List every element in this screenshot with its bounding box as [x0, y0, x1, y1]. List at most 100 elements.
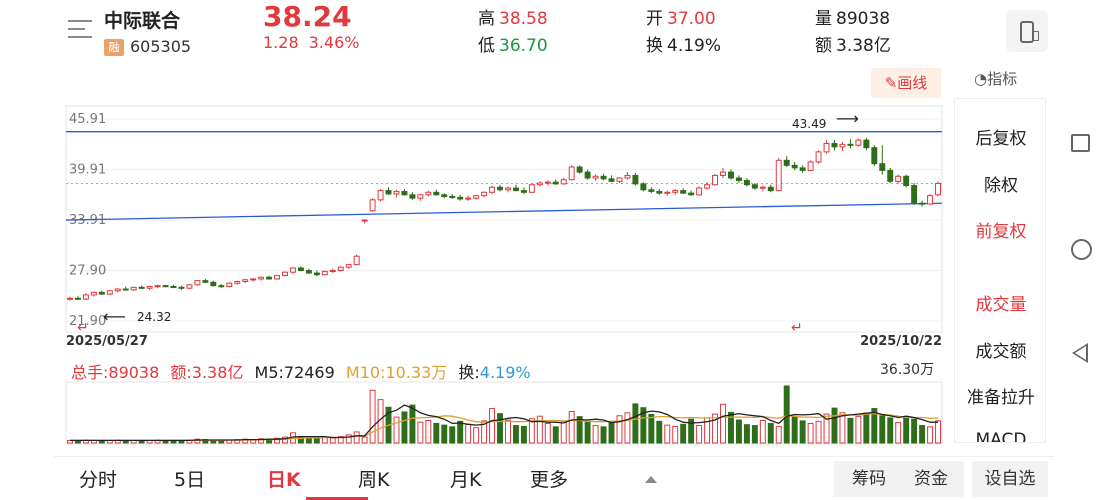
candle-body	[385, 190, 392, 195]
margin-badge: 融	[104, 39, 124, 56]
side-item-ready-rise[interactable]: 准备拉升	[967, 388, 1035, 408]
volume-bar	[74, 440, 81, 444]
candle-body	[863, 139, 870, 149]
candle-body	[600, 175, 607, 180]
caret-up-icon[interactable]	[645, 476, 657, 483]
open-value: 37.00	[667, 9, 716, 29]
back-marker-left[interactable]: ↵	[77, 320, 89, 336]
draw-line-button[interactable]: ✎画线	[871, 68, 941, 98]
candle-body	[775, 159, 782, 192]
volume-bar	[767, 422, 774, 444]
candle-body	[528, 184, 535, 193]
candle-body	[369, 199, 376, 212]
candle-body	[98, 291, 105, 295]
candle-body	[919, 202, 926, 205]
volume-bar	[409, 404, 416, 444]
candles	[67, 137, 941, 301]
candle-body	[839, 143, 846, 148]
price-tick-label: 39.91	[69, 162, 106, 177]
tab-intraday[interactable]: 分时	[79, 469, 118, 491]
side-item-pre-adjusted[interactable]: 前复权	[975, 222, 1027, 242]
candle-body	[425, 191, 432, 196]
trend-lines	[65, 131, 943, 221]
volume-value: 89038	[836, 9, 891, 29]
candle-body	[465, 197, 472, 200]
volume-total: 总手:89038	[71, 363, 160, 382]
candle-body	[632, 174, 639, 185]
candle-body	[799, 167, 806, 171]
volume-bar	[528, 418, 535, 444]
back-marker-right[interactable]: ↵	[791, 320, 803, 336]
volume-ma-lines	[70, 404, 939, 442]
price-grid	[66, 118, 942, 322]
volume-bar	[871, 408, 878, 444]
open-label: 开	[646, 9, 663, 29]
candle-body	[616, 177, 623, 182]
side-item-volume[interactable]: 成交量	[975, 295, 1027, 315]
tab-5day[interactable]: 5日	[174, 469, 206, 491]
volume-bar	[727, 411, 734, 444]
tab-weekly-k[interactable]: 周K	[358, 469, 390, 491]
volume-ma5-line	[70, 404, 938, 442]
indicator-button[interactable]: ◔指标	[974, 68, 1017, 89]
volume-bar	[520, 425, 527, 444]
landscape-toggle-icon[interactable]	[1006, 10, 1048, 52]
candle-body	[345, 264, 352, 268]
candle-body	[791, 164, 798, 169]
candle-body	[122, 288, 129, 291]
candle-body	[226, 282, 233, 288]
turnover-label: 换	[646, 36, 663, 56]
volume-bar	[369, 389, 376, 444]
candle-body	[353, 255, 360, 266]
side-item-post-adjusted[interactable]: 后复权	[975, 129, 1027, 149]
candle-body	[377, 190, 384, 201]
home-icon[interactable]	[1071, 239, 1092, 260]
chips-button[interactable]: 筹码	[852, 469, 886, 489]
volume-amount: 额:3.38亿	[170, 363, 244, 382]
volume-bar	[759, 419, 766, 444]
volume-bar	[481, 420, 488, 444]
price-tick-label: 45.91	[69, 112, 106, 127]
volume-bar	[807, 422, 814, 444]
add-watchlist-button[interactable]: 设自选	[972, 461, 1048, 497]
candle-body	[608, 178, 615, 182]
candle-body	[162, 285, 169, 288]
candle-body	[242, 279, 249, 282]
candle-body	[409, 194, 416, 199]
volume-bar	[656, 420, 663, 444]
volume-bar	[839, 412, 846, 444]
high-annotation-label: 43.49	[792, 117, 826, 131]
fund-flow-button[interactable]: 资金	[914, 469, 948, 489]
candle-body	[90, 291, 97, 296]
volume-stat: 量 89038	[815, 4, 890, 29]
candle-body	[274, 275, 281, 280]
volume-bar	[194, 438, 201, 444]
candle-body	[735, 177, 742, 182]
candle-body	[640, 183, 647, 191]
candle-body	[186, 284, 193, 289]
volume-bar	[743, 424, 750, 444]
tab-daily-k[interactable]: 日K	[267, 469, 301, 491]
menu-icon[interactable]	[68, 20, 92, 42]
recent-apps-icon[interactable]	[1071, 134, 1090, 152]
candlestick-chart[interactable]: 45.91 39.91 33.91 27.90 21.90 43.49 ⟶ ⟵ 24.32 2…	[0, 0, 1108, 460]
turnover-value: 4.19%	[667, 36, 722, 56]
volume-bar	[568, 411, 575, 444]
change-amount: 1.28	[263, 33, 299, 52]
candle-body	[648, 189, 655, 192]
side-item-macd[interactable]: MACD	[975, 430, 1027, 443]
back-icon[interactable]	[1072, 343, 1088, 363]
volume-bar	[855, 416, 862, 444]
volume-bar	[879, 415, 886, 444]
turnover-stat: 换 4.19%	[646, 31, 721, 56]
tab-monthly-k[interactable]: 月K	[450, 469, 482, 491]
low-annotation-label: 24.32	[137, 310, 171, 324]
candle-body	[680, 190, 687, 194]
candle-body	[855, 139, 862, 146]
side-item-ex-rights[interactable]: 除权	[984, 176, 1018, 196]
candle-body	[903, 175, 910, 187]
tab-more[interactable]: 更多	[530, 469, 569, 491]
volume-bar	[831, 407, 838, 444]
side-item-amount[interactable]: 成交额	[975, 342, 1027, 362]
volume-bar	[433, 422, 440, 444]
